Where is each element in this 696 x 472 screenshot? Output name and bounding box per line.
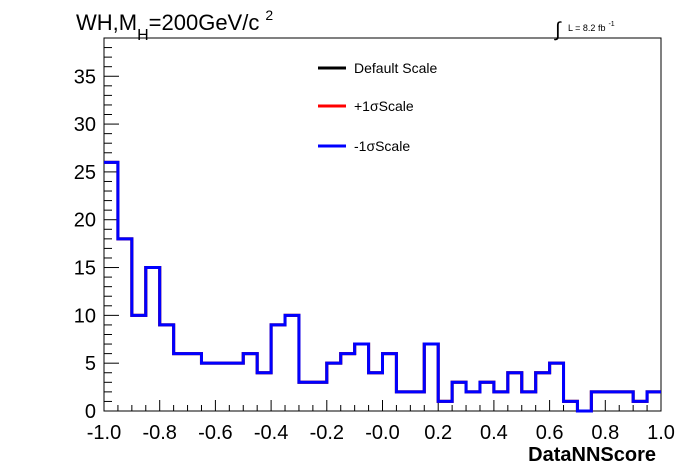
- x-tick-label: 1.0: [647, 422, 675, 444]
- y-tick-label: 15: [74, 258, 96, 280]
- x-tick-label: 0.8: [591, 422, 619, 444]
- histogram-series: [104, 160, 661, 413]
- title-subscript: H: [137, 27, 149, 44]
- x-tick-label: 0.2: [424, 422, 452, 444]
- x-tick-label: -0.2: [310, 422, 344, 444]
- title-superscript: 2: [265, 7, 273, 23]
- y-tick-label: 5: [85, 353, 96, 375]
- integral-symbol: ∫: [554, 19, 562, 41]
- x-axis-label: DataNNScore: [528, 444, 656, 466]
- legend: Default Scale +1σScale -1σScale: [318, 60, 437, 154]
- x-tick-label: 0.4: [480, 422, 508, 444]
- y-tick-label: 0: [85, 401, 96, 423]
- luminosity-label: ∫ L = 8.2 fb -1: [554, 19, 615, 41]
- svg-text:L = 8.2 fb-1: L = 8.2 fb -1: [568, 21, 615, 33]
- y-tick-label: 20: [74, 210, 96, 232]
- chart-title: WH,MH=200GeV/c 2: [76, 7, 273, 44]
- x-tick-label: 0.6: [536, 422, 564, 444]
- legend-label-2: -1σScale: [354, 138, 410, 154]
- y-tick-label: 35: [74, 66, 96, 88]
- y-axis: 0 5 10 15 20 25 30 35: [74, 37, 119, 423]
- legend-label-0: Default Scale: [354, 60, 437, 76]
- series-2-histogram: [104, 160, 661, 413]
- y-tick-label: 30: [74, 114, 96, 136]
- x-tick-label: -1.0: [87, 422, 121, 444]
- luminosity-superscript: -1: [608, 21, 614, 28]
- svg-text:WH,MH=200GeV/c2: WH,MH=200GeV/c 2: [76, 7, 273, 44]
- x-tick-label: -0.6: [198, 422, 232, 444]
- x-tick-label: -0.8: [142, 422, 176, 444]
- title-rest: =200GeV/c: [149, 10, 260, 35]
- title-main: WH,M: [76, 10, 137, 35]
- legend-label-1: +1σScale: [354, 98, 414, 114]
- y-tick-label: 25: [74, 162, 96, 184]
- x-tick-label: -0.0: [365, 422, 399, 444]
- x-axis: -1.0 -0.8 -0.6 -0.4 -0.2 -0.0 0.2 0.4 0.6 0.8 1.0: [87, 400, 675, 444]
- x-tick-label: -0.4: [254, 422, 288, 444]
- luminosity-text: L = 8.2 fb: [568, 23, 605, 33]
- y-tick-label: 10: [74, 305, 96, 327]
